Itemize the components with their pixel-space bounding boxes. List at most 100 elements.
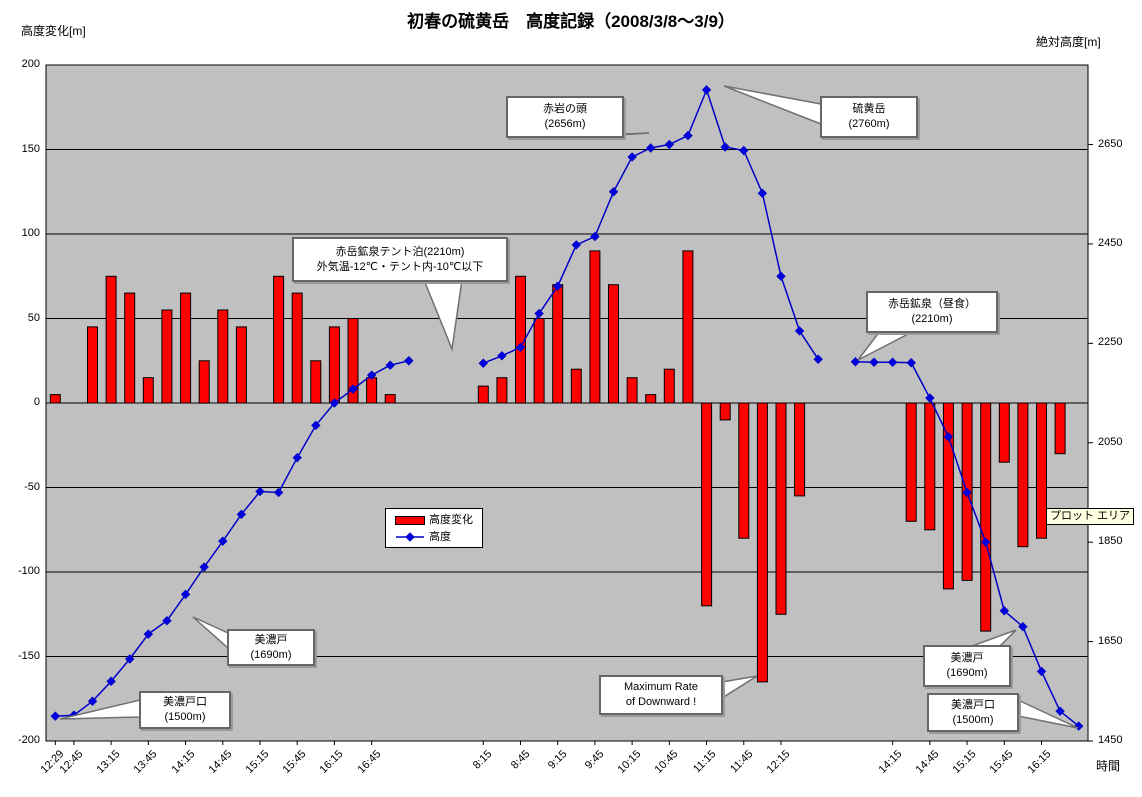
line-series[interactable] (50, 85, 1084, 731)
bar[interactable] (87, 326, 98, 404)
callout-minodoguchi-right[interactable]: 美濃戸口 (1500m) (927, 693, 1019, 732)
data-point-marker[interactable] (236, 509, 247, 520)
bar[interactable] (142, 377, 154, 404)
data-point-marker[interactable] (925, 393, 935, 403)
data-point-marker[interactable] (162, 616, 172, 626)
data-point-marker[interactable] (962, 487, 972, 498)
bar[interactable] (1017, 402, 1029, 548)
data-point-marker[interactable] (180, 589, 191, 600)
data-point-marker[interactable] (794, 326, 805, 336)
data-point-marker[interactable] (106, 676, 116, 687)
data-point-marker[interactable] (143, 629, 154, 639)
data-point-marker[interactable] (534, 308, 544, 319)
data-point-marker[interactable] (906, 358, 916, 368)
bar[interactable] (980, 402, 992, 632)
callout-akaiwa-no-atama[interactable]: 赤岩の頭 (2656m) (506, 96, 624, 138)
data-point-marker[interactable] (608, 187, 619, 197)
data-point-marker[interactable] (348, 384, 358, 394)
callout-minodo-right[interactable]: 美濃戸 (1690m) (923, 645, 1011, 687)
bar[interactable] (998, 402, 1010, 463)
bar[interactable] (235, 326, 247, 404)
bar[interactable] (105, 275, 117, 404)
bar[interactable] (905, 402, 917, 522)
data-point-marker[interactable] (273, 487, 284, 498)
bar[interactable] (533, 318, 545, 404)
data-point-marker[interactable] (329, 398, 340, 408)
bar[interactable] (645, 394, 657, 404)
data-point-marker[interactable] (311, 420, 321, 431)
bar[interactable] (589, 250, 601, 404)
bar[interactable] (701, 402, 713, 607)
bar[interactable] (180, 292, 192, 404)
bar[interactable] (608, 284, 619, 404)
bar[interactable] (738, 402, 750, 539)
data-point-marker[interactable] (1018, 621, 1028, 632)
bar[interactable] (366, 377, 378, 404)
bar[interactable] (328, 326, 340, 404)
bar[interactable] (682, 250, 694, 404)
data-point-marker[interactable] (292, 452, 302, 463)
data-point-marker[interactable] (366, 370, 377, 380)
callout-akadake-kosen-tent[interactable]: 赤岳鉱泉テント泊(2210m) 外気温-12℃・テント内-10℃以下 (292, 237, 508, 282)
data-point-marker[interactable] (887, 357, 898, 367)
data-point-marker[interactable] (776, 271, 786, 281)
bar[interactable] (626, 377, 638, 404)
bar[interactable] (756, 402, 768, 683)
data-point-marker[interactable] (478, 358, 488, 368)
legend-item-bar[interactable]: 高度変化 (395, 514, 473, 526)
bar[interactable] (161, 309, 173, 404)
bar[interactable] (347, 318, 359, 404)
bar[interactable] (384, 394, 396, 404)
callout-minodoguchi-left[interactable]: 美濃戸口 (1500m) (139, 691, 231, 729)
bar[interactable] (1036, 402, 1047, 539)
callout-minodo-left[interactable]: 美濃戸 (1690m) (227, 629, 315, 666)
data-point-marker[interactable] (683, 130, 693, 141)
data-point-marker[interactable] (404, 356, 414, 366)
bar[interactable] (663, 368, 675, 404)
data-point-marker[interactable] (571, 240, 582, 250)
bar[interactable] (924, 402, 936, 531)
bar[interactable] (198, 360, 210, 404)
bar[interactable] (496, 377, 508, 404)
data-point-marker[interactable] (1055, 706, 1065, 716)
bar[interactable] (291, 292, 303, 404)
bar[interactable] (719, 402, 731, 421)
callout-akadake-kosen-lunch[interactable]: 赤岳鉱泉（昼食） (2210m) (866, 291, 998, 333)
bar[interactable] (124, 292, 136, 404)
data-point-marker[interactable] (850, 357, 861, 367)
data-point-marker[interactable] (87, 696, 98, 706)
data-point-marker[interactable] (255, 486, 265, 497)
data-point-marker[interactable] (739, 145, 749, 156)
legend[interactable]: 高度変化 高度 (385, 508, 483, 548)
data-point-marker[interactable] (720, 142, 730, 152)
data-point-marker[interactable] (218, 536, 228, 546)
bar[interactable] (942, 402, 954, 590)
data-point-marker[interactable] (627, 152, 637, 162)
bar[interactable] (273, 275, 285, 404)
data-point-marker[interactable] (515, 342, 526, 353)
legend-item-line[interactable]: 高度 (395, 531, 473, 543)
callout-iouodake-summit[interactable]: 硫黄岳 (2760m) (820, 96, 918, 138)
data-point-marker[interactable] (980, 537, 991, 547)
bar[interactable] (552, 284, 564, 404)
bar[interactable] (310, 360, 322, 404)
data-point-marker[interactable] (552, 281, 563, 291)
data-point-marker[interactable] (664, 139, 675, 150)
bar[interactable] (217, 309, 229, 404)
data-point-marker[interactable] (999, 606, 1009, 616)
data-point-marker[interactable] (1036, 666, 1047, 677)
data-point-marker[interactable] (497, 351, 507, 361)
bar[interactable] (775, 402, 787, 615)
callout-maximum-rate[interactable]: Maximum Rate of Downward ! (599, 675, 723, 715)
data-point-marker[interactable] (813, 354, 823, 364)
data-point-marker[interactable] (590, 231, 600, 242)
bar[interactable] (570, 368, 582, 404)
data-point-marker[interactable] (757, 188, 768, 198)
data-point-marker[interactable] (869, 357, 879, 367)
bar[interactable] (477, 385, 489, 404)
data-point-marker[interactable] (943, 432, 954, 442)
bar[interactable] (794, 402, 806, 497)
data-point-marker[interactable] (50, 711, 61, 721)
data-point-marker[interactable] (125, 654, 135, 664)
bar[interactable] (49, 394, 61, 404)
